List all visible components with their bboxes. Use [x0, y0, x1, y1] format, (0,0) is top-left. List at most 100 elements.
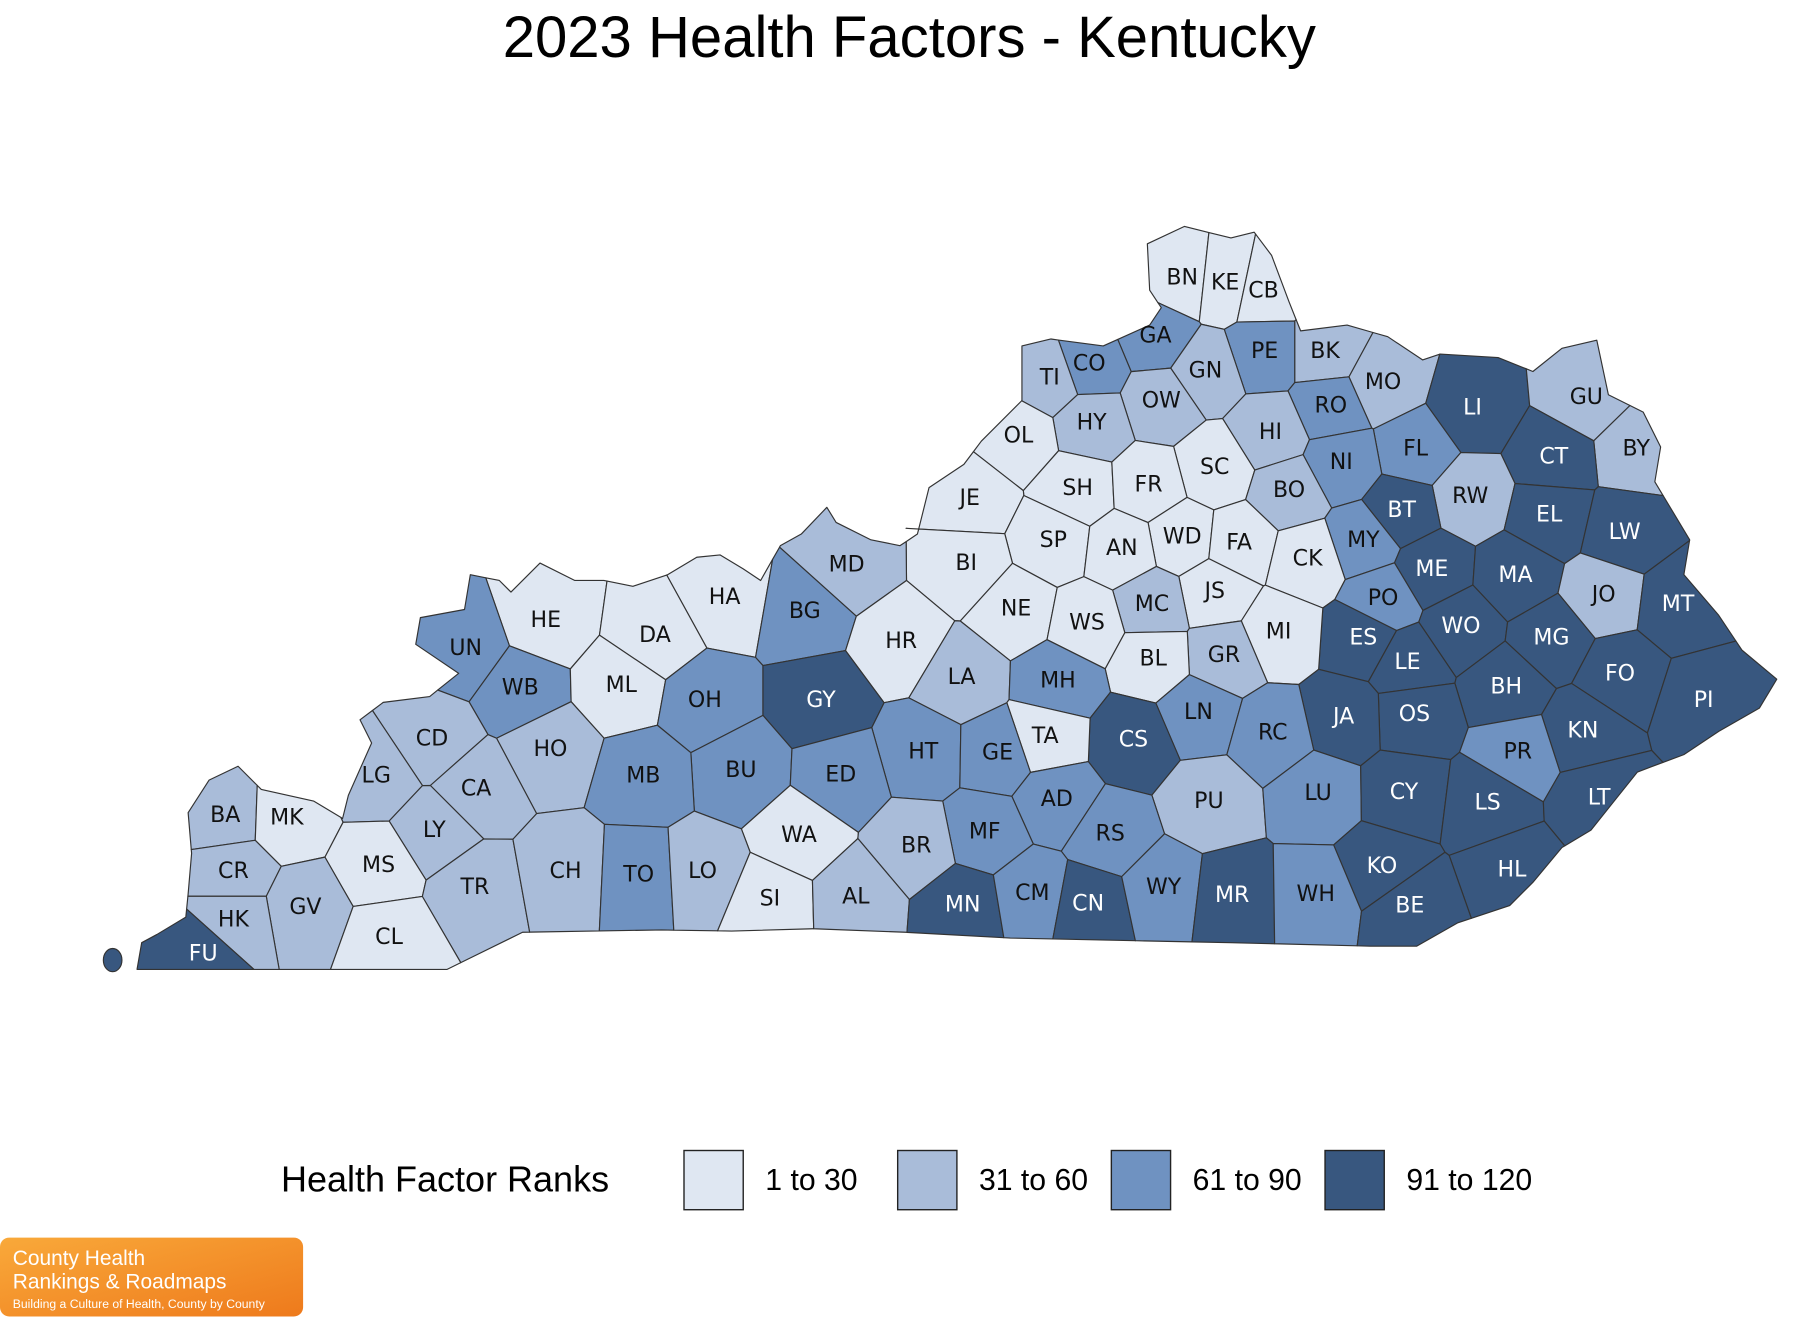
county-label: HI	[1259, 420, 1282, 445]
county-label: FL	[1403, 436, 1429, 461]
county-label: LY	[423, 818, 446, 843]
county-label: KO	[1367, 854, 1398, 879]
county-label: RW	[1452, 484, 1488, 509]
county-label: DA	[639, 623, 671, 648]
county-label: PI	[1694, 688, 1714, 713]
county-label: BI	[955, 551, 977, 576]
county-label: FA	[1226, 530, 1252, 555]
county-label: CT	[1539, 444, 1568, 469]
county-label: WO	[1441, 614, 1480, 639]
county-layer	[102, 225, 1778, 973]
county-label: BH	[1490, 674, 1522, 699]
county-label: LO	[688, 859, 717, 884]
county-label: RC	[1258, 721, 1288, 746]
logo-badge	[0, 1237, 304, 1317]
county-label: ED	[825, 763, 856, 788]
county-label: SH	[1062, 476, 1093, 501]
county-label: BU	[725, 758, 756, 783]
county-label: CM	[1015, 881, 1049, 906]
county-label: MS	[362, 853, 395, 878]
county-label: BT	[1387, 498, 1416, 523]
county-label: BO	[1273, 478, 1305, 503]
logo-line: Rankings & Roadmaps	[13, 1270, 227, 1293]
county-label: MC	[1135, 592, 1169, 617]
county-label: ES	[1349, 626, 1377, 651]
county-label: AD	[1041, 787, 1073, 812]
county-label: MB	[626, 764, 660, 789]
legend-label: 1 to 30	[765, 1164, 857, 1197]
county-label: JO	[1590, 583, 1616, 608]
county-label: PO	[1368, 586, 1399, 611]
county-label: WY	[1146, 875, 1182, 900]
county-label: ME	[1415, 557, 1448, 582]
legend-title: Health Factor Ranks	[281, 1158, 609, 1199]
legend: Health Factor Ranks 1 to 30 31 to 60 61 to…	[281, 1149, 1532, 1211]
county	[421, 838, 531, 964]
county-label: CY	[1390, 780, 1419, 805]
county-label: OL	[1004, 424, 1034, 449]
county-label: SC	[1200, 455, 1229, 480]
county-label: UN	[449, 636, 482, 661]
county-label: NE	[1001, 597, 1031, 622]
legend-swatch	[683, 1149, 744, 1211]
county-label: SI	[760, 887, 781, 912]
county-label: EL	[1536, 502, 1563, 527]
county-label: LE	[1394, 650, 1420, 675]
county-label: JE	[957, 486, 979, 511]
county-label: MT	[1662, 592, 1695, 617]
county-label: HT	[908, 739, 939, 764]
county-label: MN	[945, 893, 981, 918]
county-label: RO	[1314, 393, 1347, 418]
county-label: LI	[1463, 396, 1482, 421]
logo-line: County Health	[13, 1247, 145, 1270]
county	[329, 895, 462, 970]
county	[136, 908, 255, 970]
county-label: BK	[1310, 339, 1340, 364]
county-label: LN	[1184, 700, 1213, 725]
county-label: LU	[1304, 781, 1331, 806]
county-label: HL	[1498, 858, 1528, 883]
county-label: TI	[1039, 365, 1060, 390]
county-label: PE	[1251, 339, 1278, 364]
county-label: CK	[1293, 547, 1323, 572]
county-label: WB	[502, 675, 539, 700]
map-title: 2023 Health Factors - Kentucky	[503, 5, 1316, 70]
county-label: OS	[1399, 702, 1430, 727]
county-label: CH	[550, 859, 582, 884]
county-label: TR	[460, 875, 490, 900]
county-label: BL	[1139, 646, 1167, 671]
county-label: BG	[789, 599, 821, 624]
county-label: MD	[829, 552, 865, 577]
county-label: CN	[1072, 891, 1104, 916]
county-label: HA	[709, 585, 741, 610]
county-label: CS	[1119, 728, 1148, 753]
logo: County Health Rankings & Roadmaps Buildi…	[0, 1237, 304, 1317]
county-label: LA	[948, 665, 976, 690]
county-label: MA	[1498, 563, 1532, 588]
county-label: FO	[1605, 662, 1635, 687]
county-label: GY	[806, 688, 836, 713]
county-label: BN	[1166, 266, 1198, 291]
county-label: HR	[885, 629, 917, 654]
county-label: TO	[622, 862, 654, 887]
county-label: PR	[1503, 739, 1532, 764]
county-label: GV	[289, 895, 321, 920]
county-label: BR	[901, 833, 931, 858]
county-label: AN	[1106, 536, 1138, 561]
county-label: HE	[531, 608, 562, 633]
county-label: WD	[1163, 525, 1202, 550]
county-island	[102, 947, 123, 973]
logo-tagline: Building a Culture of Health, County by …	[13, 1297, 266, 1311]
legend-label: 31 to 60	[979, 1164, 1088, 1197]
county-label: GE	[982, 740, 1013, 765]
county-label: KN	[1567, 718, 1598, 743]
county-label: GA	[1139, 324, 1171, 349]
county-label: AL	[842, 884, 870, 909]
county-label: FR	[1135, 472, 1163, 497]
county	[992, 843, 1069, 940]
county-label: CL	[375, 925, 403, 950]
county-label: BE	[1395, 894, 1424, 919]
county-label: FU	[189, 941, 218, 966]
